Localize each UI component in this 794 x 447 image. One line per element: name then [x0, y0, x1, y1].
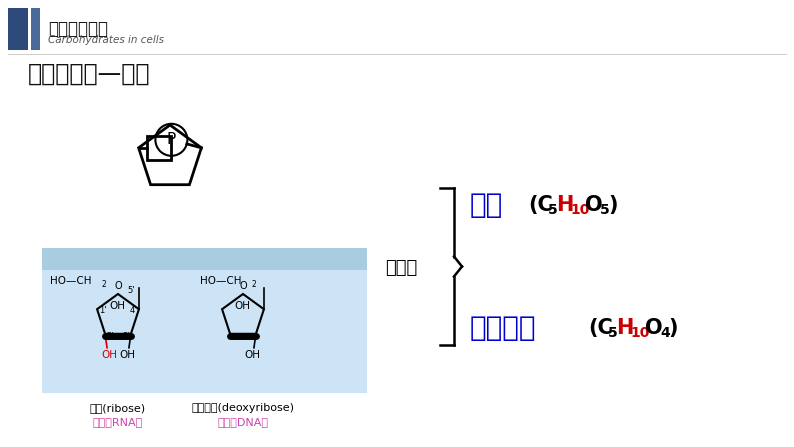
Text: 4: 4	[660, 326, 670, 340]
Text: O: O	[239, 281, 247, 291]
Text: O: O	[585, 195, 603, 215]
Text: 5': 5'	[127, 286, 135, 295]
Text: 4': 4'	[129, 306, 137, 315]
Text: OH: OH	[234, 301, 250, 311]
Text: ): )	[668, 318, 677, 338]
Text: ): )	[608, 195, 618, 215]
Text: 10: 10	[630, 326, 649, 340]
Text: HO—CH: HO—CH	[50, 276, 91, 286]
Text: 5: 5	[608, 326, 618, 340]
Text: H: H	[616, 318, 634, 338]
Text: (C: (C	[528, 195, 553, 215]
Text: （二）种类—单糖: （二）种类—单糖	[28, 62, 151, 86]
Text: 五碳糖: 五碳糖	[385, 259, 418, 277]
Text: 核糖: 核糖	[470, 191, 503, 219]
Text: HO—CH: HO—CH	[200, 276, 241, 286]
Text: 10: 10	[570, 203, 589, 217]
Text: （构成DNA）: （构成DNA）	[218, 417, 268, 427]
Text: P: P	[167, 132, 176, 148]
Text: 细胞中的糖类: 细胞中的糖类	[48, 20, 108, 38]
Text: 2: 2	[102, 280, 106, 289]
Text: 脱氧核糖(deoxyribose): 脱氧核糖(deoxyribose)	[191, 403, 295, 413]
Bar	[31, 8, 40, 50]
Text: H: H	[556, 195, 573, 215]
Text: 脱氧核糖: 脱氧核糖	[470, 314, 537, 342]
Text: OH: OH	[101, 350, 117, 360]
Text: （构成RNA）: （构成RNA）	[93, 417, 143, 427]
Text: 2: 2	[252, 280, 256, 289]
Text: OH: OH	[119, 350, 135, 360]
Text: O: O	[645, 318, 663, 338]
Text: OH: OH	[109, 301, 125, 311]
Text: Carbohydrates in cells: Carbohydrates in cells	[48, 35, 164, 45]
Text: 5: 5	[600, 203, 610, 217]
Text: 核糖(ribose): 核糖(ribose)	[90, 403, 146, 413]
Text: O: O	[114, 281, 121, 291]
Bar	[147, 136, 171, 160]
Text: 5: 5	[548, 203, 557, 217]
Text: (C: (C	[588, 318, 613, 338]
Bar	[42, 248, 367, 393]
Bar	[8, 8, 28, 50]
Text: 1': 1'	[99, 306, 106, 315]
Text: OH: OH	[244, 350, 260, 360]
Bar	[42, 248, 367, 270]
Text: 2': 2'	[106, 332, 114, 341]
Text: 3': 3'	[122, 332, 130, 341]
